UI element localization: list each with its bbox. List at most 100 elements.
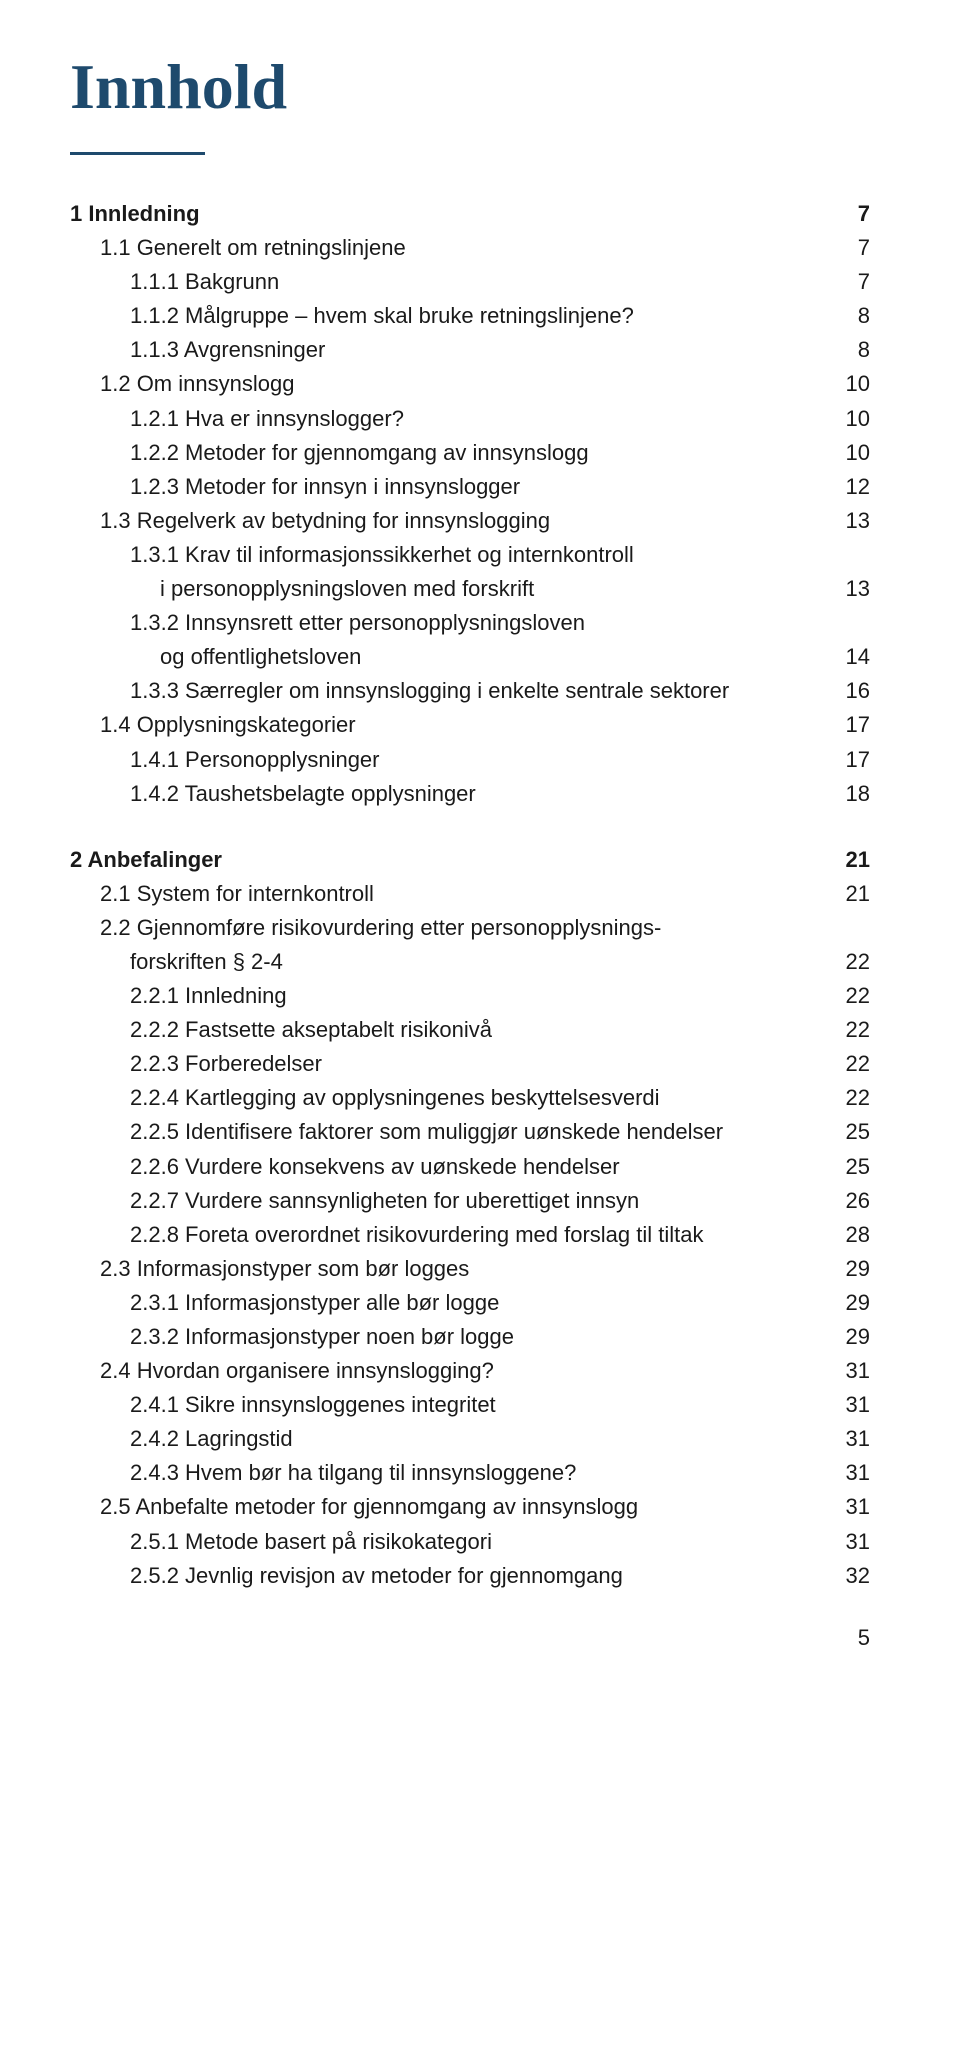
toc-row: 1.2 Om innsynslogg10	[70, 367, 870, 401]
toc-entry-label: 2.2.1 Innledning	[70, 979, 830, 1013]
toc-entry-page: 7	[830, 197, 870, 231]
toc-row: 2.2.4 Kartlegging av opplysningenes besk…	[70, 1081, 870, 1115]
toc-entry-page: 17	[830, 708, 870, 742]
toc-row: 2.4 Hvordan organisere innsynslogging?31	[70, 1354, 870, 1388]
toc-entry-page: 31	[830, 1388, 870, 1422]
toc-row: 1.3.3 Særregler om innsynslogging i enke…	[70, 674, 870, 708]
toc-row: 2.1 System for internkontroll21	[70, 877, 870, 911]
toc-entry-label: 2.5.1 Metode basert på risikokategori	[70, 1525, 830, 1559]
toc-entry-page: 8	[830, 333, 870, 367]
toc-row: 1.1.1 Bakgrunn7	[70, 265, 870, 299]
toc-row: 1.4.2 Taushetsbelagte opplysninger18	[70, 777, 870, 811]
toc-row: 2.3.2 Informasjonstyper noen bør logge29	[70, 1320, 870, 1354]
toc-entry-label: 2.4.1 Sikre innsynsloggenes integritet	[70, 1388, 830, 1422]
toc-entry-page: 21	[830, 843, 870, 877]
toc-entry-label: 1.3.3 Særregler om innsynslogging i enke…	[70, 674, 830, 708]
toc-entry-label: og offentlighetsloven	[70, 640, 830, 674]
toc-row: og offentlighetsloven14	[70, 640, 870, 674]
toc-row: 1.3.1 Krav til informasjonssikkerhet og …	[70, 538, 870, 572]
toc-entry-label: 2.2 Gjennomføre risikovurdering etter pe…	[70, 911, 830, 945]
toc-row: 2 Anbefalinger21	[70, 843, 870, 877]
toc-entry-page: 21	[830, 877, 870, 911]
toc-entry-page: 7	[830, 231, 870, 265]
toc-row: 2.2.7 Vurdere sannsynligheten for uberet…	[70, 1184, 870, 1218]
toc-row: forskriften § 2-422	[70, 945, 870, 979]
toc-row: 1.1 Generelt om retningslinjene7	[70, 231, 870, 265]
table-of-contents: 1 Innledning71.1 Generelt om retningslin…	[70, 197, 870, 1593]
toc-row: 1.4 Opplysningskategorier17	[70, 708, 870, 742]
toc-entry-label: 1.1.2 Målgruppe – hvem skal bruke retnin…	[70, 299, 830, 333]
toc-entry-label: 1.2.2 Metoder for gjennomgang av innsyns…	[70, 436, 830, 470]
toc-row: 1.2.2 Metoder for gjennomgang av innsyns…	[70, 436, 870, 470]
toc-entry-label: 2.4 Hvordan organisere innsynslogging?	[70, 1354, 830, 1388]
toc-entry-label: 1.4.2 Taushetsbelagte opplysninger	[70, 777, 830, 811]
toc-entry-label: 2.1 System for internkontroll	[70, 877, 830, 911]
toc-entry-label: 2.2.4 Kartlegging av opplysningenes besk…	[70, 1081, 830, 1115]
toc-entry-page: 7	[830, 265, 870, 299]
toc-entry-page: 17	[830, 743, 870, 777]
toc-entry-label: 1.3.1 Krav til informasjonssikkerhet og …	[70, 538, 830, 572]
toc-entry-label: 2.2.3 Forberedelser	[70, 1047, 830, 1081]
toc-entry-page: 31	[830, 1354, 870, 1388]
toc-entry-page: 29	[830, 1320, 870, 1354]
toc-entry-label: 1.2.1 Hva er innsynslogger?	[70, 402, 830, 436]
toc-entry-page: 28	[830, 1218, 870, 1252]
toc-row: 2.3.1 Informasjonstyper alle bør logge29	[70, 1286, 870, 1320]
toc-entry-label: 1.4 Opplysningskategorier	[70, 708, 830, 742]
toc-entry-page: 8	[830, 299, 870, 333]
toc-entry-label: 2.3.2 Informasjonstyper noen bør logge	[70, 1320, 830, 1354]
toc-row: 2.2.5 Identifisere faktorer som muliggjø…	[70, 1115, 870, 1149]
toc-row: 2.2.6 Vurdere konsekvens av uønskede hen…	[70, 1150, 870, 1184]
toc-entry-label: 1.1.1 Bakgrunn	[70, 265, 830, 299]
toc-entry-page: 29	[830, 1286, 870, 1320]
toc-entry-label: 1.2.3 Metoder for innsyn i innsynslogger	[70, 470, 830, 504]
toc-row: 1.2.1 Hva er innsynslogger?10	[70, 402, 870, 436]
toc-entry-label: 1 Innledning	[70, 197, 830, 231]
toc-section: 1 Innledning71.1 Generelt om retningslin…	[70, 197, 870, 811]
toc-entry-label: 2.2.8 Foreta overordnet risikovurdering …	[70, 1218, 830, 1252]
toc-row: 2.2.8 Foreta overordnet risikovurdering …	[70, 1218, 870, 1252]
page-title: Innhold	[70, 50, 870, 124]
toc-entry-label: 1.1 Generelt om retningslinjene	[70, 231, 830, 265]
toc-entry-page: 26	[830, 1184, 870, 1218]
toc-entry-page: 31	[830, 1490, 870, 1524]
toc-entry-page: 22	[830, 1047, 870, 1081]
toc-row: 1.4.1 Personopplysninger17	[70, 743, 870, 777]
toc-row: 2.4.3 Hvem bør ha tilgang til innsynslog…	[70, 1456, 870, 1490]
toc-entry-label: 1.3.2 Innsynsrett etter personopplysning…	[70, 606, 830, 640]
toc-entry-page: 10	[830, 367, 870, 401]
toc-entry-label: 2.2.2 Fastsette akseptabelt risikonivå	[70, 1013, 830, 1047]
toc-entry-label: 2.4.3 Hvem bør ha tilgang til innsynslog…	[70, 1456, 830, 1490]
toc-row: 1.3 Regelverk av betydning for innsynslo…	[70, 504, 870, 538]
toc-row: 2.4.1 Sikre innsynsloggenes integritet31	[70, 1388, 870, 1422]
toc-entry-page: 13	[830, 572, 870, 606]
toc-entry-page: 25	[830, 1150, 870, 1184]
toc-row: 2.5 Anbefalte metoder for gjennomgang av…	[70, 1490, 870, 1524]
toc-entry-page: 22	[830, 945, 870, 979]
toc-row: i personopplysningsloven med forskrift13	[70, 572, 870, 606]
toc-row: 1.1.2 Målgruppe – hvem skal bruke retnin…	[70, 299, 870, 333]
toc-entry-label: 2.5 Anbefalte metoder for gjennomgang av…	[70, 1490, 830, 1524]
toc-entry-label: 1.1.3 Avgrensninger	[70, 333, 830, 367]
toc-section: 2 Anbefalinger212.1 System for internkon…	[70, 843, 870, 1593]
toc-entry-label: 2.2.7 Vurdere sannsynligheten for uberet…	[70, 1184, 830, 1218]
toc-row: 1 Innledning7	[70, 197, 870, 231]
toc-row: 2.3 Informasjonstyper som bør logges29	[70, 1252, 870, 1286]
toc-row: 1.3.2 Innsynsrett etter personopplysning…	[70, 606, 870, 640]
toc-entry-page: 31	[830, 1422, 870, 1456]
title-underline	[70, 152, 205, 155]
toc-row: 2.5.2 Jevnlig revisjon av metoder for gj…	[70, 1559, 870, 1593]
toc-entry-label: 2.2.6 Vurdere konsekvens av uønskede hen…	[70, 1150, 830, 1184]
toc-row: 2.2.3 Forberedelser22	[70, 1047, 870, 1081]
toc-entry-page: 12	[830, 470, 870, 504]
toc-entry-page: 14	[830, 640, 870, 674]
toc-entry-page: 29	[830, 1252, 870, 1286]
toc-entry-label: 2.2.5 Identifisere faktorer som muliggjø…	[70, 1115, 830, 1149]
toc-row: 2.2 Gjennomføre risikovurdering etter pe…	[70, 911, 870, 945]
toc-row: 1.2.3 Metoder for innsyn i innsynslogger…	[70, 470, 870, 504]
toc-entry-label: 2.5.2 Jevnlig revisjon av metoder for gj…	[70, 1559, 830, 1593]
toc-entry-page: 10	[830, 436, 870, 470]
toc-entry-label: 2.4.2 Lagringstid	[70, 1422, 830, 1456]
page-number: 5	[70, 1625, 870, 1651]
toc-row: 2.2.2 Fastsette akseptabelt risikonivå22	[70, 1013, 870, 1047]
